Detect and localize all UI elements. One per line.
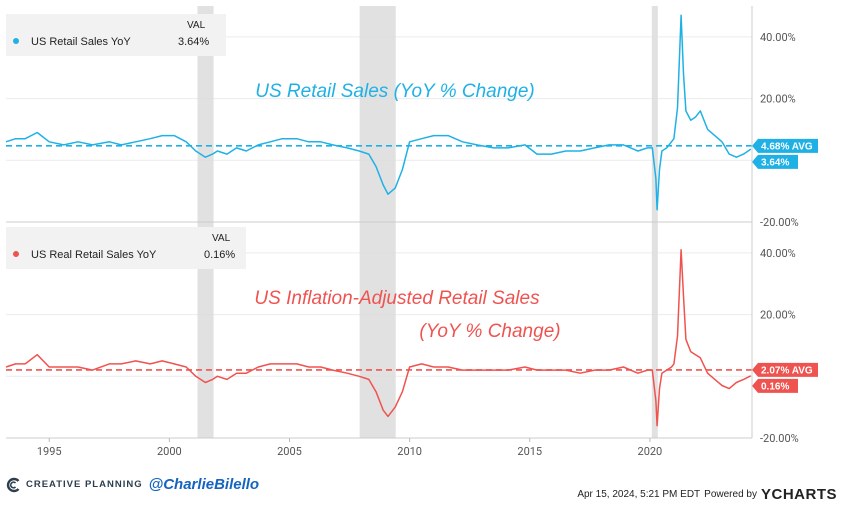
- bottom-recession-band-1: [359, 222, 396, 438]
- top-legend-box: [6, 14, 226, 56]
- bottom-legend-box: [6, 227, 246, 269]
- retail-sales-line: [5, 14, 752, 211]
- top-avg-flag: 4.68% AVG: [752, 138, 818, 153]
- real-retail-sales-line: [5, 249, 752, 427]
- top-recession-band-1: [359, 6, 396, 222]
- xtick-label-2: 2005: [277, 445, 302, 458]
- top-annotation: US Retail Sales (YoY % Change): [255, 81, 535, 102]
- bottom-ytick-label-1: 20.00%: [760, 309, 796, 322]
- footer-right: Apr 15, 2024, 5:21 PM EDT Powered by YCH…: [577, 486, 837, 503]
- footer-left: CREATIVE PLANNING @CharlieBilello: [6, 476, 259, 493]
- bottom-recession-band-0: [197, 222, 214, 438]
- xtick-label-5: 2020: [638, 445, 663, 458]
- top-ytick-label-1: 20.00%: [760, 93, 796, 106]
- top-ytick-label-0: 40.00%: [760, 31, 796, 44]
- bottom-ytick-label-0: 40.00%: [760, 247, 796, 260]
- top-avg-flag-label: 4.68% AVG: [761, 141, 813, 152]
- bottom-annotation-line1: US Inflation-Adjusted Retail Sales: [254, 288, 540, 309]
- bottom-annotation-line2: (YoY % Change): [419, 321, 560, 342]
- chart-canvas: 40.00% 20.00% -20.00% VAL US Retail Sales …: [5, 6, 818, 458]
- top-legend-marker: [13, 38, 19, 44]
- bottom-avg-flag-label: 2.07% AVG: [761, 365, 813, 376]
- top-legend-value: 3.64%: [178, 36, 209, 48]
- footer-brand: CREATIVE PLANNING: [26, 479, 143, 490]
- creative-planning-logo-icon: [6, 477, 20, 492]
- bottom-legend-name: US Real Retail Sales YoY: [31, 249, 157, 261]
- top-ytick-label-2: -20.00%: [760, 216, 799, 229]
- xtick-label-0: 1995: [37, 445, 62, 458]
- bottom-last-flag-label: 0.16%: [761, 381, 789, 392]
- top-recession-band-0: [197, 6, 214, 222]
- xtick-label-3: 2010: [397, 445, 422, 458]
- bottom-panel: 40.00% 20.00% -20.00% VAL US Real Retail S…: [5, 222, 818, 445]
- footer-handle: @CharlieBilello: [148, 476, 260, 493]
- xtick-label-4: 2015: [517, 445, 542, 458]
- bottom-legend-value: 0.16%: [204, 249, 235, 261]
- top-panel: 40.00% 20.00% -20.00% VAL US Retail Sales …: [5, 6, 818, 229]
- xtick-label-1: 2000: [157, 445, 182, 458]
- footer-date: Apr 15, 2024, 5:21 PM EDT: [577, 489, 701, 500]
- bottom-avg-flag: 2.07% AVG: [752, 362, 818, 377]
- top-last-flag: 3.64%: [752, 154, 798, 169]
- footer-powered-by: Powered by: [704, 489, 757, 500]
- top-recession-band-2: [651, 6, 658, 222]
- bottom-recession-band-2: [651, 222, 658, 438]
- top-last-flag-label: 3.64%: [761, 157, 789, 168]
- bottom-ytick-label-2: -20.00%: [760, 432, 799, 445]
- bottom-last-flag: 0.16%: [752, 378, 798, 393]
- ycharts-logo: YCHARTS: [760, 486, 837, 503]
- bottom-legend-marker: [13, 251, 19, 257]
- bottom-legend-header: VAL: [212, 233, 231, 244]
- top-legend-header: VAL: [187, 20, 206, 31]
- top-legend-name: US Retail Sales YoY: [31, 36, 131, 48]
